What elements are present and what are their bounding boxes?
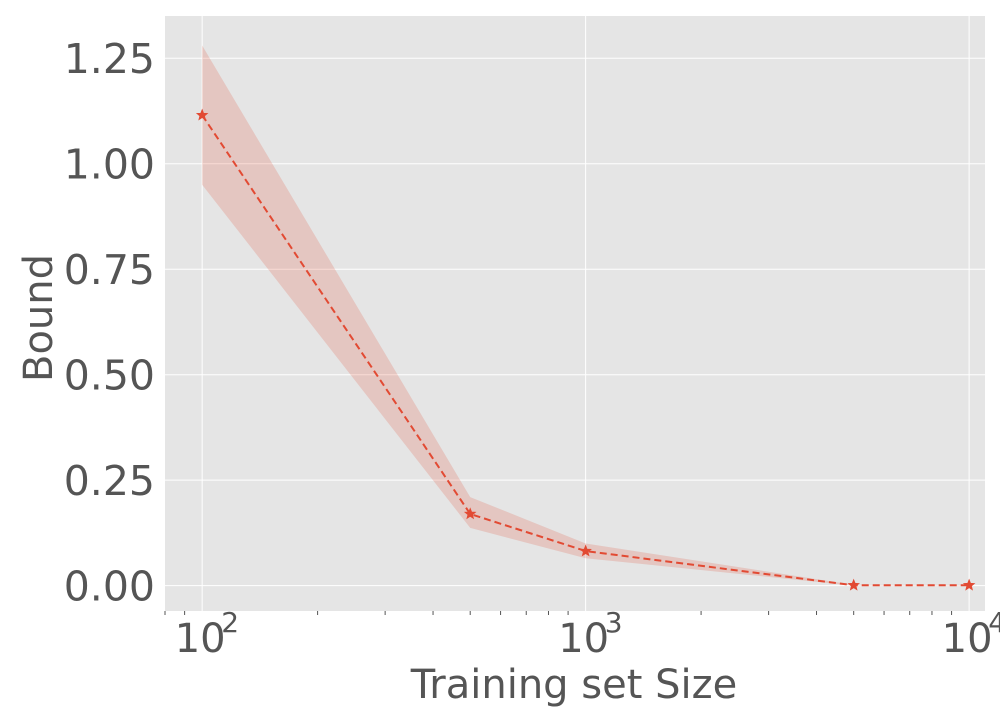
data-point — [579, 544, 592, 557]
y-tick-label: 0.25 — [64, 457, 155, 505]
x-tick-labels: 102 103 104 — [175, 606, 1000, 662]
y-tick-label: 1.25 — [64, 35, 155, 83]
y-tick-label: 1.00 — [64, 141, 155, 189]
x-tick-base: 10 — [558, 616, 609, 662]
x-tick-exponent: 3 — [605, 606, 623, 639]
y-tick-labels: 0.00 0.25 0.50 0.75 1.00 1.25 — [64, 35, 155, 610]
series-lines — [201, 114, 970, 587]
series-markers — [195, 108, 976, 591]
x-tick-label: 104 — [942, 606, 1000, 662]
x-tick-base: 10 — [175, 616, 226, 662]
x-tick-label: 102 — [175, 606, 239, 662]
x-tick-base: 10 — [942, 616, 993, 662]
x-tick-label: 103 — [558, 606, 622, 662]
data-point — [847, 578, 860, 591]
y-axis-label: Bound — [16, 254, 62, 382]
y-tick-label: 0.75 — [64, 246, 155, 294]
data-point — [463, 507, 477, 520]
series-line — [201, 114, 970, 587]
data-point — [195, 108, 209, 121]
data-point — [962, 578, 976, 591]
x-tick-exponent: 4 — [988, 606, 1000, 639]
minor-ticks — [164, 611, 953, 615]
y-tick-label: 0.50 — [64, 352, 155, 400]
x-axis-label: Training set Size — [410, 662, 738, 708]
series-band — [202, 45, 970, 586]
x-tick-exponent: 2 — [221, 606, 239, 639]
confidence-band — [202, 45, 970, 586]
y-tick-label: 0.00 — [64, 563, 155, 611]
plot-area — [165, 16, 985, 611]
